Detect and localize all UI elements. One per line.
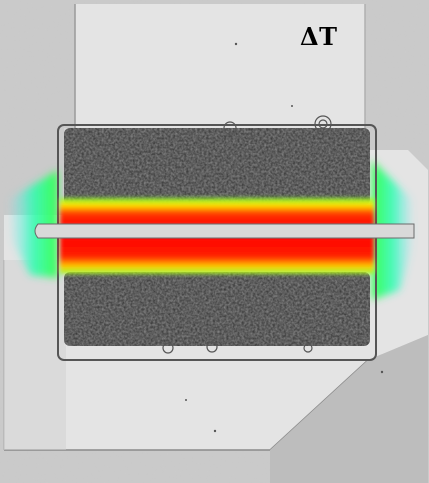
device-frame	[57, 124, 377, 361]
channel-gap	[34, 223, 415, 239]
edge-heat-left	[8, 170, 58, 278]
heat-band-upper	[60, 198, 374, 226]
delta-t-label: ΔT	[300, 22, 338, 51]
dust-specks	[185, 42, 384, 433]
heat-band-lower	[60, 236, 374, 274]
surface-particles	[162, 115, 332, 354]
